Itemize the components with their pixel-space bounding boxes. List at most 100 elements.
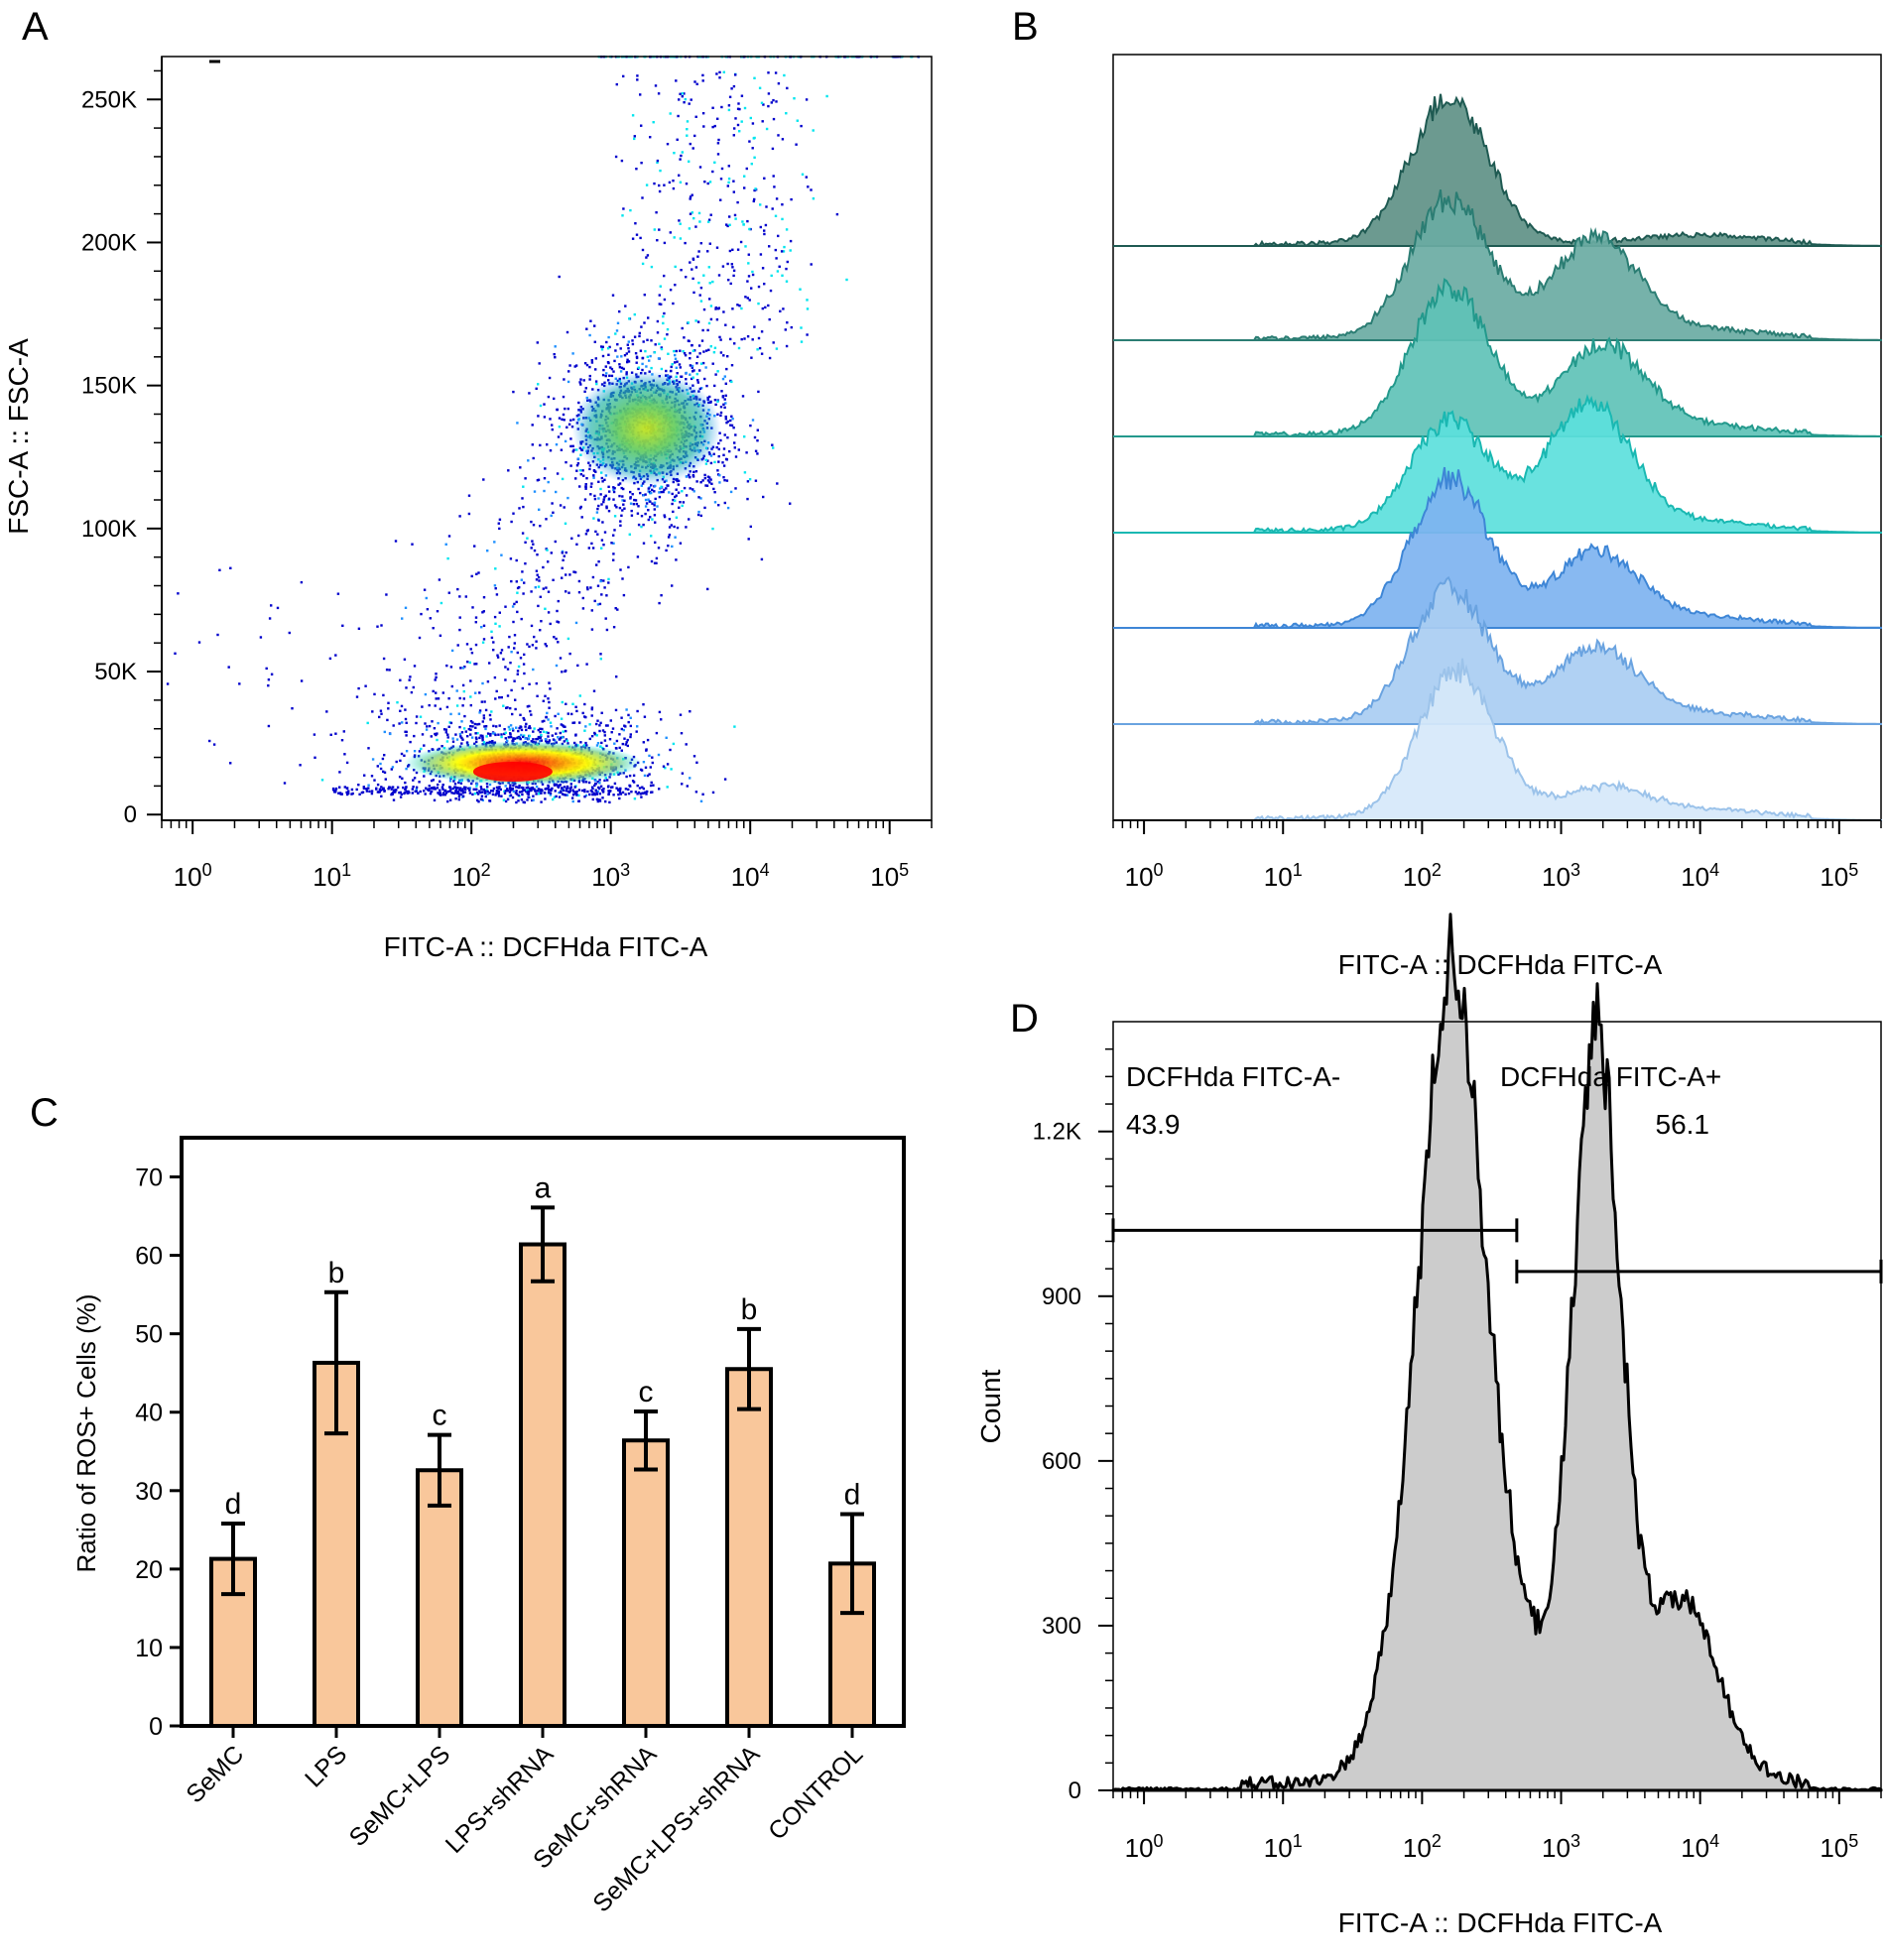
event-dot	[431, 787, 434, 790]
event-dot	[612, 542, 615, 545]
panel-label-a: A	[22, 5, 49, 49]
event-dot	[270, 604, 273, 607]
category-label: SeMC+LPS	[344, 1740, 456, 1852]
event-dot	[500, 649, 504, 652]
event-dot	[559, 657, 563, 660]
event-dot	[749, 424, 752, 428]
event-dot	[600, 741, 603, 745]
event-dot	[469, 703, 472, 707]
event-dot	[594, 779, 597, 783]
event-dot	[379, 767, 383, 771]
d-tick-label: 102	[1403, 1831, 1442, 1863]
event-dot	[371, 710, 374, 713]
event-dot	[461, 792, 465, 795]
event-dot	[592, 474, 595, 477]
event-dot	[469, 695, 472, 698]
event-dot	[338, 786, 341, 789]
event-dot	[466, 735, 469, 738]
event-dot	[566, 330, 569, 334]
event-dot	[672, 510, 675, 514]
event-dot	[480, 788, 483, 791]
event-dot	[629, 735, 632, 739]
event-dot	[447, 697, 450, 700]
event-dot	[655, 556, 659, 560]
event-dot	[673, 152, 676, 155]
event-dot	[404, 606, 408, 609]
event-dot	[726, 262, 729, 266]
event-dot	[736, 304, 739, 306]
event-dot	[334, 654, 337, 657]
event-dot	[746, 335, 750, 338]
event-dot	[728, 215, 731, 218]
event-dot	[522, 505, 525, 509]
event-dot	[740, 337, 743, 341]
event-dot	[425, 596, 428, 600]
event-dot	[786, 86, 789, 90]
event-dot	[593, 793, 596, 796]
event-dot	[693, 134, 696, 138]
event-dot	[743, 186, 746, 189]
event-dot	[800, 124, 803, 128]
event-dot	[558, 796, 562, 798]
event-dot	[406, 792, 409, 795]
event-dot	[631, 237, 635, 240]
event-dot	[732, 180, 735, 183]
event-dot	[621, 742, 624, 746]
event-dot	[626, 360, 629, 364]
event-dot	[790, 197, 793, 201]
event-dot	[549, 792, 553, 795]
event-dot	[433, 786, 436, 790]
event-dot	[658, 303, 661, 306]
event-dot	[654, 541, 657, 545]
event-dot	[565, 460, 567, 464]
event-dot	[536, 694, 539, 697]
event-dot	[466, 661, 469, 664]
event-dot	[599, 487, 602, 491]
event-dot	[668, 181, 672, 184]
event-dot	[658, 184, 661, 187]
event-dot	[535, 569, 539, 572]
event-dot	[650, 265, 654, 269]
event-dot	[757, 336, 761, 340]
event-dot	[605, 628, 609, 632]
event-dot	[757, 390, 760, 394]
event-dot	[722, 403, 725, 406]
event-dot	[707, 348, 710, 351]
event-dot	[660, 485, 663, 488]
event-dot	[423, 790, 426, 793]
event-dot	[563, 789, 566, 792]
event-dot	[702, 125, 705, 128]
event-dot	[442, 728, 446, 731]
event-dot	[526, 705, 530, 708]
event-dot	[418, 636, 422, 640]
event-dot	[434, 704, 437, 707]
event-dot	[783, 73, 786, 77]
event-dot	[780, 250, 784, 253]
event-dot	[373, 692, 376, 696]
event-dot	[546, 711, 549, 715]
event-dot	[532, 730, 535, 733]
event-dot	[408, 678, 411, 681]
event-dot	[633, 137, 636, 141]
event-dot	[528, 788, 531, 791]
event-dot	[510, 520, 513, 524]
event-dot	[387, 701, 390, 704]
event-dot	[772, 446, 775, 449]
event-dot	[545, 518, 548, 521]
event-dot	[345, 787, 349, 791]
event-dot	[609, 719, 612, 722]
event-dot	[456, 644, 459, 647]
event-dot	[647, 498, 650, 501]
event-dot	[674, 284, 677, 287]
event-dot	[628, 784, 631, 788]
event-dot	[717, 454, 720, 458]
event-dot	[488, 799, 491, 802]
event-dot	[679, 501, 682, 504]
event-dot	[531, 424, 534, 427]
event-dot	[618, 790, 621, 793]
event-dot	[601, 373, 605, 377]
event-dot	[528, 725, 531, 728]
event-dot	[603, 739, 607, 742]
event-dot	[382, 657, 386, 661]
event-dot	[693, 80, 696, 83]
